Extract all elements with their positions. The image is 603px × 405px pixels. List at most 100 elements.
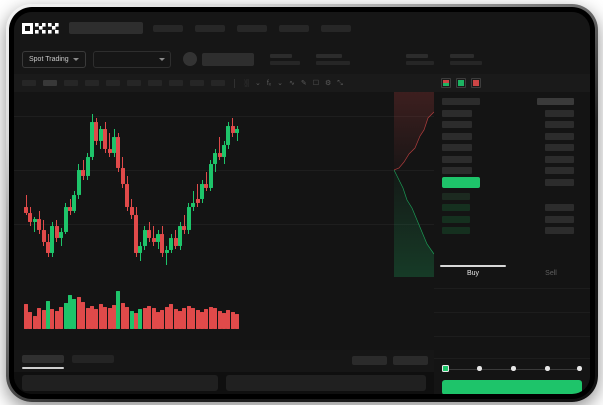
pair-selector[interactable] bbox=[92, 50, 171, 68]
orderbook-bid-price[interactable] bbox=[442, 192, 470, 200]
sell-only-view-icon[interactable] bbox=[471, 78, 481, 88]
volume-bar bbox=[134, 312, 138, 329]
timeframe-6[interactable] bbox=[148, 80, 162, 86]
candle bbox=[217, 92, 222, 277]
orderbook-bid-amount[interactable] bbox=[545, 204, 574, 211]
candle bbox=[120, 92, 125, 277]
orderbook-ask-price[interactable] bbox=[442, 121, 472, 128]
orderbook-bid-price[interactable] bbox=[442, 227, 470, 234]
okx-logo[interactable] bbox=[22, 22, 59, 34]
slider-stop-25[interactable] bbox=[477, 366, 482, 371]
settings-gear-icon[interactable]: ⚙ bbox=[325, 79, 332, 87]
timeframe-9[interactable] bbox=[211, 80, 225, 86]
nav-item-3[interactable] bbox=[279, 24, 309, 32]
volume-bar bbox=[116, 291, 121, 329]
buy-only-view-icon[interactable] bbox=[456, 78, 466, 88]
candle bbox=[156, 92, 160, 277]
slider-stop-75[interactable] bbox=[545, 366, 550, 371]
orderbook-bid-price[interactable] bbox=[442, 215, 470, 223]
timeframe-8[interactable] bbox=[190, 80, 204, 86]
timeframe-4[interactable] bbox=[106, 80, 120, 86]
timeframe-1[interactable] bbox=[43, 80, 57, 86]
candle bbox=[186, 92, 191, 277]
tab-order-history[interactable] bbox=[72, 355, 114, 363]
tab-sell[interactable]: Sell bbox=[545, 270, 557, 277]
timeframe-0[interactable] bbox=[22, 80, 36, 86]
chevron-down-icon[interactable]: ⌄ bbox=[254, 79, 261, 87]
orderbook-ask-price[interactable] bbox=[442, 144, 472, 151]
volume-bar bbox=[222, 312, 226, 329]
candle bbox=[226, 92, 231, 277]
candle bbox=[195, 92, 200, 277]
ticker-stat-1 bbox=[315, 53, 350, 65]
stat-label bbox=[269, 53, 292, 58]
orderbook-last-price bbox=[442, 176, 480, 188]
orders-action-2[interactable] bbox=[393, 356, 428, 365]
candle bbox=[151, 92, 156, 277]
trading-mode-selector[interactable]: Spot Trading bbox=[22, 50, 86, 68]
timeframe-7[interactable] bbox=[169, 80, 183, 86]
slider-stop-50[interactable] bbox=[511, 366, 516, 371]
tab-open-orders[interactable] bbox=[22, 355, 64, 363]
pencil-draw-icon[interactable]: ✎ bbox=[300, 79, 307, 87]
tab-buy[interactable]: Buy bbox=[466, 270, 480, 277]
nav-item-4[interactable] bbox=[321, 24, 351, 32]
orderbook-ask-amount[interactable] bbox=[545, 109, 574, 117]
orderbook-ask-price[interactable] bbox=[442, 109, 472, 117]
line-wave-icon[interactable]: ∿ bbox=[288, 79, 295, 87]
candle bbox=[191, 92, 196, 277]
orderbook-bid-amount[interactable] bbox=[545, 215, 574, 223]
orderbook-bid-amount[interactable] bbox=[545, 227, 574, 234]
orderbook-bid-price[interactable] bbox=[442, 204, 470, 211]
orderbook-ask-amount[interactable] bbox=[545, 167, 574, 174]
candle bbox=[81, 92, 86, 277]
candle bbox=[208, 92, 213, 277]
volume-bar bbox=[156, 312, 160, 329]
orderbook-ask-amount[interactable] bbox=[545, 121, 574, 128]
chevron-down-icon[interactable]: ⌄ bbox=[277, 79, 283, 87]
orderbook-ask-price[interactable] bbox=[442, 155, 472, 163]
orderbook-ask-amount[interactable] bbox=[545, 144, 574, 151]
price-chart[interactable] bbox=[14, 92, 434, 350]
slider-stop-100[interactable] bbox=[577, 366, 582, 371]
timeframe-5[interactable] bbox=[127, 80, 141, 86]
candle bbox=[235, 92, 240, 277]
bottom-card-2[interactable] bbox=[226, 375, 426, 391]
header-nav bbox=[153, 24, 363, 32]
candle bbox=[28, 92, 33, 277]
camera-snapshot-icon[interactable]: ☐ bbox=[312, 79, 319, 87]
orderbook-ask-amount[interactable] bbox=[545, 155, 574, 163]
bottom-card-1[interactable] bbox=[22, 375, 218, 391]
orderbook-ask-amount[interactable] bbox=[545, 132, 574, 140]
orders-action-1[interactable] bbox=[352, 356, 387, 365]
candle bbox=[32, 92, 37, 277]
candlestick-type-icon[interactable]: ░ bbox=[244, 79, 249, 87]
slider-handle[interactable] bbox=[442, 365, 449, 372]
volume-bar bbox=[173, 309, 178, 329]
nav-item-0[interactable] bbox=[153, 24, 183, 32]
nav-item-1[interactable] bbox=[195, 24, 225, 32]
amount-slider[interactable] bbox=[442, 364, 582, 374]
orderbook-rows[interactable] bbox=[434, 92, 590, 257]
volume-bar bbox=[138, 309, 143, 329]
volume-bar bbox=[90, 305, 94, 329]
orderbook-ask-price[interactable] bbox=[442, 132, 472, 140]
submit-buy-button[interactable] bbox=[442, 380, 582, 394]
fullscreen-icon[interactable]: ⤡ bbox=[337, 79, 343, 87]
orderbook-ask-price[interactable] bbox=[442, 98, 480, 105]
candle bbox=[182, 92, 187, 277]
nav-item-2[interactable] bbox=[237, 24, 267, 32]
candle bbox=[85, 92, 90, 277]
active-tab-underline bbox=[22, 367, 64, 369]
both-sides-view-icon[interactable] bbox=[441, 78, 451, 88]
orderbook-ask-price[interactable] bbox=[442, 167, 472, 174]
timeframe-3[interactable] bbox=[85, 80, 99, 86]
form-field-divider bbox=[434, 336, 590, 337]
volume-bar bbox=[230, 312, 235, 329]
orderbook-ask-amount[interactable] bbox=[537, 98, 574, 105]
candle bbox=[204, 92, 209, 277]
indicators-icon[interactable]: fₓ bbox=[266, 79, 272, 87]
search-input[interactable] bbox=[69, 22, 143, 34]
orderbook-toolbar bbox=[434, 74, 590, 92]
timeframe-2[interactable] bbox=[64, 80, 78, 86]
